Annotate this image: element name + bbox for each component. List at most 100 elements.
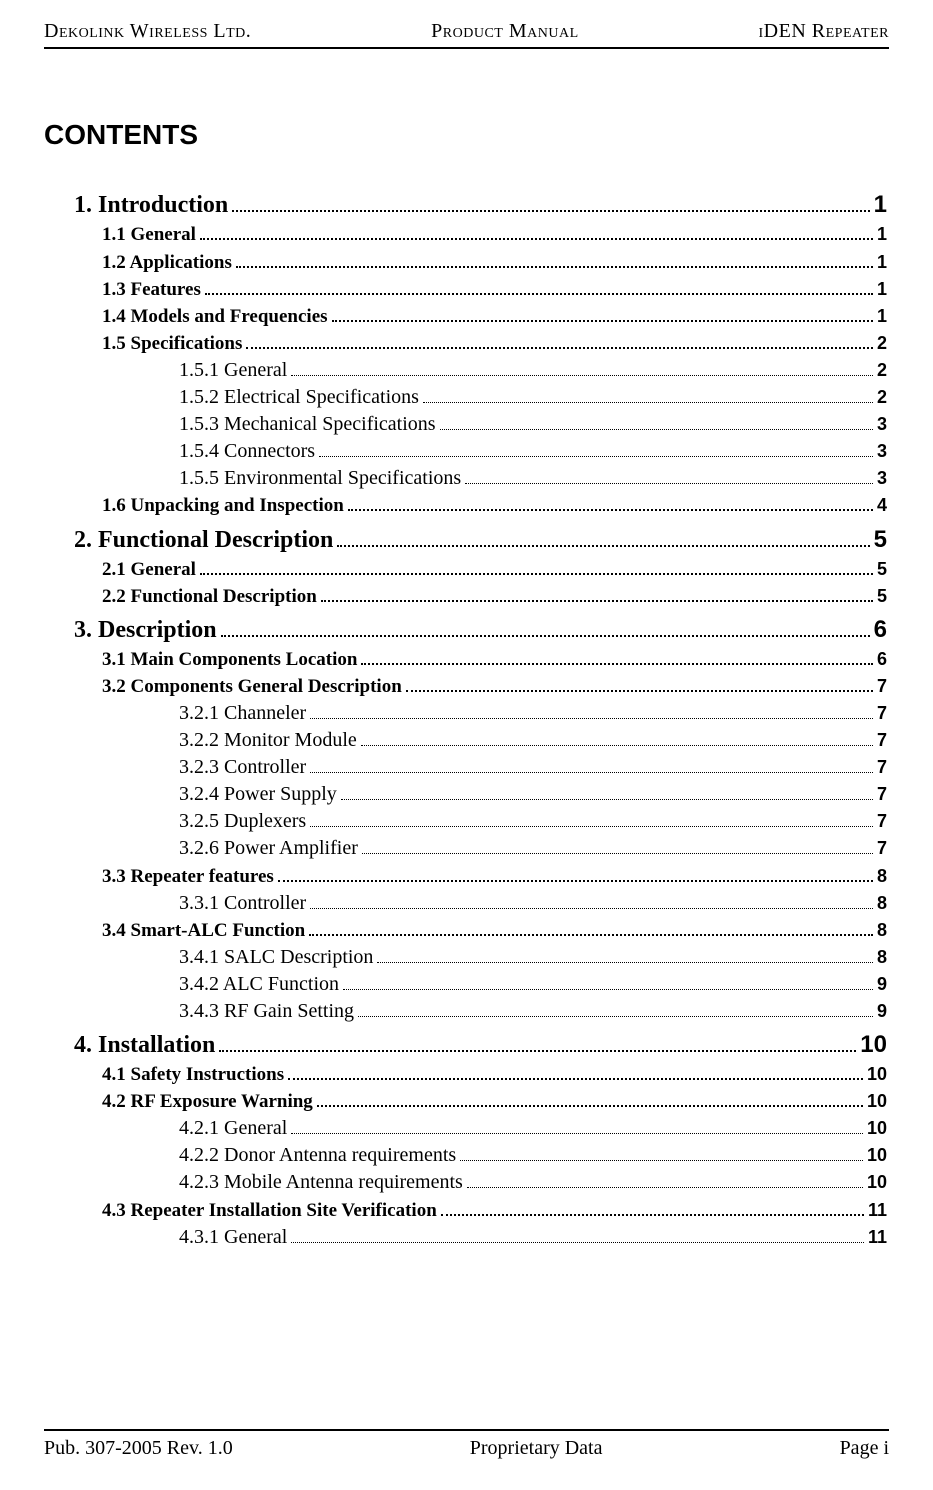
toc-entry: 3.2.5 Duplexers 7 (179, 810, 887, 833)
toc-entry-label: 4.3 Repeater Installation Site Verificat… (102, 1200, 437, 1222)
toc-entry-label: 3.2.4 Power Supply (179, 783, 337, 806)
toc-entry: 3.2.3 Controller7 (179, 756, 887, 779)
toc-entry: 1.5 Specifications2 (102, 332, 887, 355)
toc-entry-page: 10 (867, 1172, 887, 1193)
toc-entry-page: 9 (877, 1001, 887, 1022)
toc-leader (291, 1226, 864, 1243)
toc-entry: 1.4 Models and Frequencies1 (102, 305, 887, 328)
toc-entry-label: 3.4.1 SALC Description (179, 946, 373, 969)
toc-entry-label: 4.2.2 Donor Antenna requirements (179, 1144, 456, 1167)
footer-left: Pub. 307-2005 Rev. 1.0 (44, 1437, 233, 1460)
page-header: Dekolink Wireless Ltd. Product Manual iD… (44, 20, 889, 49)
page: Dekolink Wireless Ltd. Product Manual iD… (0, 0, 933, 1490)
toc-entry-page: 7 (877, 784, 887, 805)
toc-entry-label: 1.5 Specifications (102, 333, 242, 355)
toc-leader (321, 585, 873, 602)
toc-entry-label: 1. Introduction (74, 192, 228, 219)
toc-entry-label: 1.2 Applications (102, 252, 232, 274)
toc-entry-label: 3.4 Smart-ALC Function (102, 920, 305, 942)
toc-entry-page: 8 (877, 920, 887, 941)
toc-leader (343, 973, 873, 990)
toc-entry: 2.2 Functional Description5 (102, 585, 887, 608)
toc-entry-page: 1 (877, 224, 887, 245)
toc-leader (309, 919, 873, 936)
toc-entry-label: 3.2.5 Duplexers (179, 810, 306, 833)
toc-leader (423, 386, 873, 403)
toc-entry-label: 2.2 Functional Description (102, 586, 317, 608)
toc-leader (406, 675, 873, 692)
toc-entry-page: 6 (877, 649, 887, 670)
toc-entry: 3. Description6 (74, 616, 887, 644)
toc-entry-page: 5 (874, 526, 887, 554)
toc-entry-page: 7 (877, 703, 887, 724)
toc-entry: 4.2.1 General 10 (179, 1117, 887, 1140)
toc-entry: 4.3.1 General 11 (179, 1226, 887, 1249)
toc-entry-label: 1.5.1 General (179, 359, 287, 382)
toc-entry: 3.2 Components General Description7 (102, 675, 887, 698)
toc-entry-page: 7 (877, 676, 887, 697)
toc-entry: 2.1 General5 (102, 558, 887, 581)
toc-entry: 3.3.1 Controller8 (179, 892, 887, 915)
toc-entry-page: 10 (867, 1064, 887, 1085)
toc-leader (288, 1063, 863, 1080)
toc-leader (317, 1090, 863, 1107)
toc-entry-page: 7 (877, 811, 887, 832)
toc-entry-page: 10 (867, 1145, 887, 1166)
toc-entry: 4.1 Safety Instructions 10 (102, 1063, 887, 1086)
contents-heading: CONTENTS (44, 119, 889, 151)
footer-right: Page i (840, 1437, 889, 1460)
toc-entry-page: 4 (877, 495, 887, 516)
toc-entry-label: 4.3.1 General (179, 1226, 287, 1249)
toc-leader (310, 810, 873, 827)
toc-entry-label: 4.2.1 General (179, 1117, 287, 1140)
toc-leader (440, 413, 873, 430)
toc-leader (278, 864, 873, 881)
toc-entry-label: 1.6 Unpacking and Inspection (102, 495, 344, 517)
toc-leader (310, 702, 873, 719)
toc-leader (337, 525, 869, 546)
toc-entry: 1.3 Features1 (102, 278, 887, 301)
toc-leader (460, 1144, 863, 1161)
toc-entry: 1.5.4 Connectors3 (179, 440, 887, 463)
toc-leader (219, 1031, 856, 1052)
toc-entry-label: 3. Description (74, 617, 217, 644)
toc-entry-page: 1 (874, 191, 887, 219)
toc-entry: 4.2 RF Exposure Warning10 (102, 1090, 887, 1113)
toc-leader (310, 756, 873, 773)
toc-entry-page: 3 (877, 414, 887, 435)
toc-leader (358, 1000, 873, 1017)
toc-leader (221, 616, 870, 637)
toc-entry: 1.2 Applications1 (102, 250, 887, 273)
toc-leader (361, 648, 873, 665)
toc-leader (319, 440, 873, 457)
toc-entry: 3.4.2 ALC Function9 (179, 973, 887, 996)
table-of-contents: 1. Introduction 1 1.1 General 1 1.2 Applicat… (74, 191, 887, 1249)
toc-entry: 3.4.1 SALC Description 8 (179, 946, 887, 969)
toc-leader (348, 494, 873, 511)
toc-entry-label: 3.3 Repeater features (102, 866, 274, 888)
toc-entry-page: 1 (877, 306, 887, 327)
toc-entry-page: 8 (877, 947, 887, 968)
toc-entry-label: 1.1 General (102, 224, 196, 246)
toc-entry: 4.2.2 Donor Antenna requirements 10 (179, 1144, 887, 1167)
toc-entry-label: 3.2.1 Channeler (179, 702, 306, 725)
toc-entry-label: 2.1 General (102, 559, 196, 581)
toc-entry: 1.6 Unpacking and Inspection 4 (102, 494, 887, 517)
toc-leader (332, 305, 873, 322)
toc-entry: 3.4.3 RF Gain Setting9 (179, 1000, 887, 1023)
toc-entry-page: 2 (877, 360, 887, 381)
toc-entry-page: 10 (867, 1118, 887, 1139)
toc-entry-page: 10 (860, 1031, 887, 1059)
toc-entry-label: 3.2.2 Monitor Module (179, 729, 357, 752)
toc-entry: 3.2.4 Power Supply 7 (179, 783, 887, 806)
page-footer: Pub. 307-2005 Rev. 1.0 Proprietary Data … (44, 1429, 889, 1460)
toc-leader (361, 729, 873, 746)
toc-entry-page: 2 (877, 387, 887, 408)
toc-entry-page: 11 (868, 1227, 887, 1248)
toc-entry-page: 8 (877, 893, 887, 914)
toc-entry-label: 1.5.2 Electrical Specifications (179, 386, 419, 409)
toc-entry-label: 4.1 Safety Instructions (102, 1064, 284, 1086)
toc-entry: 1. Introduction 1 (74, 191, 887, 219)
toc-entry-page: 8 (877, 866, 887, 887)
toc-entry-page: 10 (867, 1091, 887, 1112)
